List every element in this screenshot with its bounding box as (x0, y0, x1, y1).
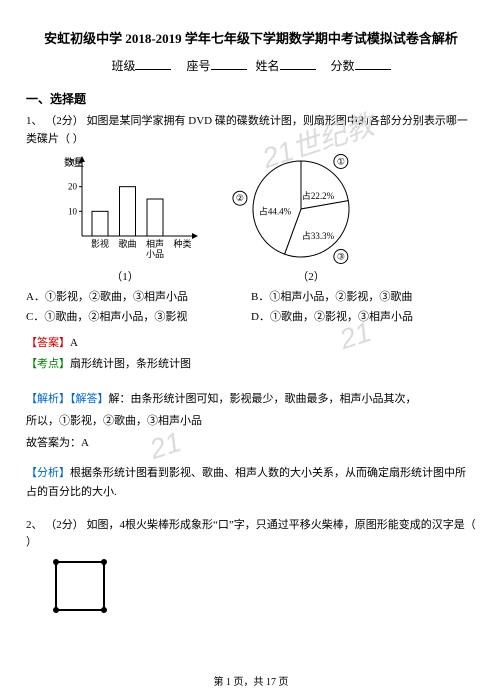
exam-title: 安虹初级中学 2018-2019 学年七年级下学期数学期中考试模拟试卷含解析 (26, 28, 476, 47)
fenxi-line: 【分析】根据条形统计图看到影视、歌曲、相声人数的大小关系，从而确定扇形统计图中所… (26, 464, 476, 501)
option-d: D．①歌曲，②影视，③相声小品 (251, 308, 476, 328)
pie-chart: 占22.2% ① 占33.3% ③ 占44.4% ② (226, 154, 396, 264)
option-a: A．①影视，②歌曲，③相声小品 (26, 288, 251, 308)
kaodian-line: 【考点】扇形统计图，条形统计图 (26, 355, 476, 374)
svg-text:小品: 小品 (146, 249, 164, 259)
jiexi-tag: 【解析】 (26, 393, 70, 405)
spacer (26, 505, 476, 515)
caption-2: （2） (226, 268, 396, 284)
answer-tag: 【答案】 (26, 337, 70, 349)
svg-text:占44.4%: 占44.4% (259, 206, 292, 217)
option-b: B．①相声小品，②影视，③歌曲 (251, 288, 476, 308)
svg-text:10: 10 (68, 207, 78, 217)
svg-text:数量: 数量 (64, 156, 84, 169)
svg-text:占33.3%: 占33.3% (302, 230, 335, 241)
q1-figures: 102030数量影视歌曲相声小品种类 占22.2%①占33.3%③占44.4%② (50, 154, 476, 264)
class-label: 班级 (111, 59, 135, 73)
svg-text:影视: 影视 (91, 238, 109, 249)
svg-text:种类: 种类 (173, 238, 191, 249)
q2-figure (50, 556, 476, 616)
answer-value: A (70, 337, 78, 349)
spacer (26, 377, 476, 387)
svg-text:②: ② (236, 193, 244, 203)
seat-label: 座号 (186, 59, 210, 73)
jiexi-text-1: 解：由条形统计图可知，影视最少，歌曲最多，相声小品其次， (109, 393, 417, 405)
jieda-tag: 【解答】 (70, 393, 109, 405)
page: 21世纪教 21 21 安虹初级中学 2018-2019 学年七年级下学期数学期… (0, 0, 502, 694)
svg-text:歌曲: 歌曲 (118, 238, 136, 249)
section-heading: 一、选择题 (26, 90, 476, 107)
fenxi-tag: 【分析】 (26, 467, 70, 479)
name-label: 姓名 (256, 59, 280, 73)
svg-text:相声: 相声 (146, 238, 164, 249)
q1-captions: （1） （2） (50, 268, 476, 284)
score-label: 分数 (331, 59, 355, 73)
svg-text:20: 20 (68, 182, 78, 192)
jiexi-line2: 所以，①影视，②歌曲，③相声小品 (26, 412, 476, 431)
q1-stem: 1、 （2分） 如图是某同学家拥有 DVD 碟的碟数统计图，则扇形图中的各部分分… (26, 113, 476, 148)
page-number: 第 1 页，共 17 页 (0, 673, 502, 688)
student-info-row: 班级 座号 姓名 分数 (26, 57, 476, 74)
score-blank (355, 57, 391, 70)
class-blank (135, 57, 171, 70)
svg-text:占22.2%: 占22.2% (302, 190, 335, 201)
q2-stem: 2、 （2分） 如图，4根火柴棒形成象形“口”字，只通过平移火柴棒，原图形能变成… (26, 517, 476, 552)
answer-line: 【答案】A (26, 334, 476, 353)
option-c: C．①歌曲，②相声小品，③影视 (26, 308, 251, 328)
jiexi-line3: 故答案为：A (26, 434, 476, 453)
square-matchsticks (50, 556, 110, 616)
svg-text:①: ① (337, 157, 345, 167)
kaodian-tag: 【考点】 (26, 358, 70, 370)
name-blank (280, 57, 316, 70)
fenxi-value: 根据条形统计图看到影视、歌曲、相声人数的大小关系，从而确定扇形统计图中所占的百分… (26, 467, 466, 498)
q1-options: A．①影视，②歌曲，③相声小品 B．①相声小品，②影视，③歌曲 C．①歌曲，②相… (26, 288, 476, 328)
jiexi-line1: 【解析】【解答】解：由条形统计图可知，影视最少，歌曲最多，相声小品其次， (26, 390, 476, 409)
svg-text:③: ③ (337, 252, 345, 262)
seat-blank (211, 57, 247, 70)
spacer (26, 455, 476, 461)
bar-chart: 102030数量影视歌曲相声小品种类 (50, 154, 200, 264)
caption-1: （1） (50, 268, 200, 284)
kaodian-value: 扇形统计图，条形统计图 (70, 358, 191, 370)
